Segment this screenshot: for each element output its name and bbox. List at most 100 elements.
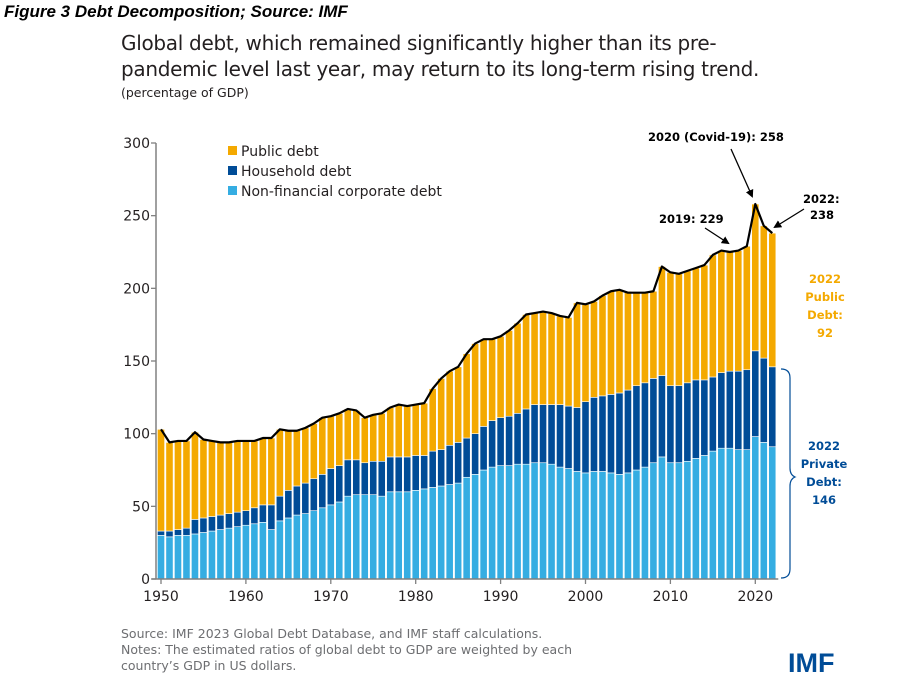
notes-line-2: country’s GDP in US dollars. xyxy=(121,658,297,673)
bar-household-1971 xyxy=(335,465,344,503)
bar-household-1977 xyxy=(386,456,395,493)
bar-household-1986 xyxy=(462,437,471,478)
bar-public-2016 xyxy=(717,250,726,373)
annotation-public-line-4: 92 xyxy=(817,326,833,340)
bar-public-1996 xyxy=(547,312,556,405)
bar-corporate-1995 xyxy=(539,462,547,580)
bar-corporate-1972 xyxy=(343,495,352,580)
annotation-private-debt-2022: 2022 Private Debt: 146 xyxy=(801,439,848,507)
bar-public-2021 xyxy=(759,225,768,359)
bar-household-2011 xyxy=(674,385,683,464)
bar-corporate-1956 xyxy=(208,530,216,580)
bar-public-1967 xyxy=(301,427,310,484)
bar-public-1966 xyxy=(292,430,301,487)
x-tick-label-1950: 1950 xyxy=(143,589,179,605)
y-tick-label-100: 100 xyxy=(123,427,150,443)
bar-household-1978 xyxy=(394,456,403,493)
bar-corporate-1976 xyxy=(377,495,386,580)
annotation-public-line-2: Public xyxy=(805,290,845,304)
bar-corporate-2020 xyxy=(751,436,760,580)
bar-household-2021 xyxy=(759,357,768,443)
bar-public-1978 xyxy=(394,404,403,458)
bar-public-2011 xyxy=(674,273,683,387)
bar-household-1961 xyxy=(250,507,259,525)
bar-corporate-2012 xyxy=(683,460,692,580)
bar-corporate-1955 xyxy=(199,532,208,580)
bar-household-1993 xyxy=(522,408,530,465)
bar-household-2015 xyxy=(708,376,717,452)
annotation-private-line-2: Private xyxy=(801,457,848,471)
bar-corporate-1992 xyxy=(513,463,522,580)
bar-public-1968 xyxy=(309,423,318,480)
source-note: Source: IMF 2023 Global Debt Database, a… xyxy=(121,626,543,641)
bar-public-1961 xyxy=(250,440,259,509)
chart-title: Global debt, which remained significantl… xyxy=(121,30,841,82)
bar-household-1959 xyxy=(233,511,242,527)
bar-household-1950 xyxy=(157,530,165,536)
bar-corporate-1996 xyxy=(547,463,556,580)
bar-public-2003 xyxy=(607,290,615,395)
bar-corporate-1953 xyxy=(182,535,191,580)
bar-corporate-1993 xyxy=(522,463,530,580)
x-tick-label-2010: 2010 xyxy=(653,589,689,605)
y-tick-label-0: 0 xyxy=(141,572,150,588)
bar-household-2000 xyxy=(581,401,590,474)
bar-public-1981 xyxy=(420,402,429,456)
bar-household-1960 xyxy=(242,510,250,526)
bar-public-1999 xyxy=(573,302,581,408)
bar-public-1969 xyxy=(318,417,327,475)
chart-subtitle: (percentage of GDP) xyxy=(121,85,249,100)
bar-public-1970 xyxy=(326,415,335,469)
figure-caption: Figure 3 Debt Decomposition; Source: IMF xyxy=(4,2,348,21)
bar-household-1999 xyxy=(573,407,581,472)
bar-corporate-2007 xyxy=(641,466,649,580)
bar-public-1988 xyxy=(479,338,488,427)
bar-public-1985 xyxy=(454,366,463,443)
bar-household-1989 xyxy=(488,420,497,468)
legend-label-corporate: Non-financial corporate debt xyxy=(241,184,442,200)
bar-corporate-2013 xyxy=(691,458,700,580)
bar-corporate-1987 xyxy=(471,474,480,580)
bar-public-1976 xyxy=(377,413,386,462)
bar-household-1994 xyxy=(530,404,539,464)
bar-corporate-1969 xyxy=(318,507,327,580)
chart-title-line-1: Global debt, which remained significantl… xyxy=(121,31,717,55)
bar-household-1969 xyxy=(318,474,327,509)
bar-household-1962 xyxy=(258,504,267,523)
bar-corporate-1988 xyxy=(479,469,488,580)
bar-corporate-1959 xyxy=(233,526,242,580)
bar-public-1986 xyxy=(462,353,471,439)
bar-public-2004 xyxy=(615,289,624,394)
bar-public-1964 xyxy=(275,429,284,497)
bar-corporate-2001 xyxy=(590,471,598,580)
bar-corporate-2022 xyxy=(768,446,777,580)
bar-household-1992 xyxy=(513,413,522,465)
bar-household-2013 xyxy=(691,379,700,459)
bar-corporate-2019 xyxy=(742,449,751,580)
bar-public-1958 xyxy=(225,442,233,514)
bar-corporate-1979 xyxy=(403,491,412,580)
bar-public-1974 xyxy=(360,417,369,464)
bar-public-1965 xyxy=(284,430,293,491)
imf-logo: IMF xyxy=(788,648,835,678)
bar-public-1991 xyxy=(505,330,513,417)
bar-household-1968 xyxy=(309,478,318,511)
bar-corporate-1967 xyxy=(301,513,310,580)
bar-corporate-2014 xyxy=(700,455,709,580)
bar-public-1952 xyxy=(174,440,182,530)
bar-public-1953 xyxy=(182,440,191,529)
bar-corporate-1997 xyxy=(556,466,564,580)
bar-corporate-1984 xyxy=(445,484,454,580)
bar-corporate-1960 xyxy=(242,524,250,580)
bar-household-2022 xyxy=(768,366,777,448)
x-tick-label-1970: 1970 xyxy=(313,589,349,605)
bar-corporate-1990 xyxy=(496,465,505,580)
legend-label-public: Public debt xyxy=(241,144,319,160)
bar-household-2012 xyxy=(683,382,692,462)
bar-public-1959 xyxy=(233,440,242,513)
bar-household-1974 xyxy=(360,462,369,496)
bar-corporate-1991 xyxy=(505,465,513,580)
bar-household-1976 xyxy=(377,460,386,497)
bar-household-2006 xyxy=(632,385,641,471)
